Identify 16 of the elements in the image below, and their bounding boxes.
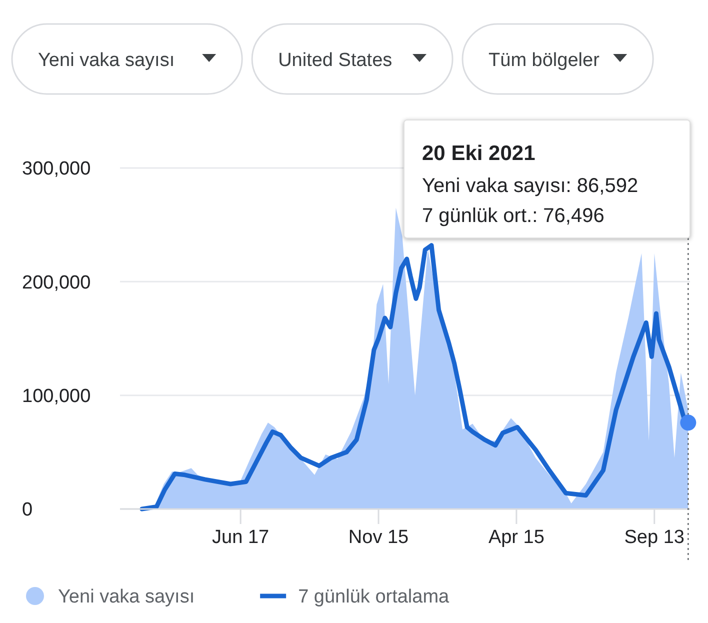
legend-label: Yeni vaka sayısı (58, 586, 195, 608)
annotation: 7 günlük ort.: 76,496 (422, 205, 604, 227)
tooltip-box: 20 Eki 2021 Yeni vaka sayısı: 86,592 7 günlük ort.: 76,496 (404, 120, 690, 238)
text: Yeni vaka sayısı (38, 50, 175, 71)
x-tick-label: Jun 17 (212, 527, 270, 548)
text: United States (278, 50, 392, 71)
y-tick-label: 100,000 (22, 386, 91, 407)
x-tick-label: Sep 13 (624, 527, 684, 548)
annotation: Yeni vaka sayısı: 86,592 (422, 175, 638, 197)
x-tick-label: Apr 15 (488, 527, 544, 548)
y-tick-label: 300,000 (22, 158, 91, 180)
y-tick-label: 200,000 (22, 272, 91, 294)
text: Tüm bölgeler (488, 50, 600, 71)
y-tick-label: 0 (22, 500, 33, 521)
x-tick-label: Nov 15 (348, 527, 409, 548)
legend-label: 7 günlük ortalama (298, 586, 450, 608)
